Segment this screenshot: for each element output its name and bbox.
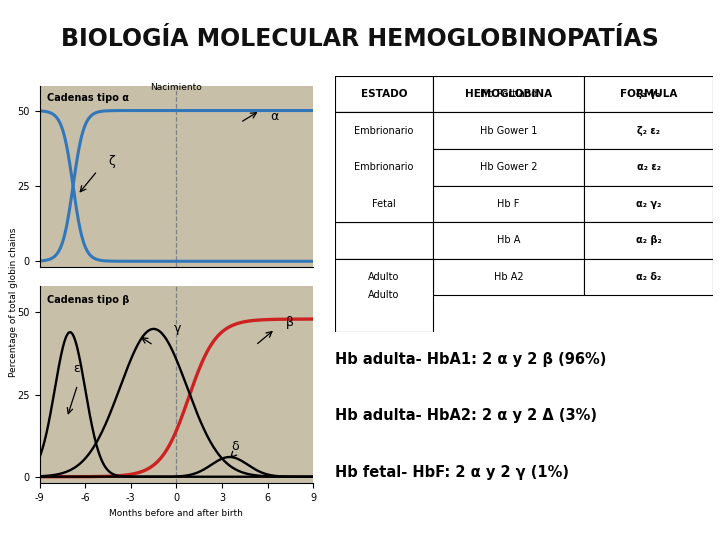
Text: Nacimiento: Nacimiento xyxy=(150,83,202,92)
Text: BIOLOGÍA MOLECULAR HEMOGLOBINOPATÍAS: BIOLOGÍA MOLECULAR HEMOGLOBINOPATÍAS xyxy=(61,26,659,51)
Text: Hb A2: Hb A2 xyxy=(494,272,523,282)
Bar xyxy=(585,259,713,295)
Bar xyxy=(335,76,433,112)
Bar xyxy=(585,112,713,149)
Text: Hb Gower 1: Hb Gower 1 xyxy=(480,126,537,136)
Bar xyxy=(335,112,433,222)
Text: α₂ β₂: α₂ β₂ xyxy=(636,235,662,246)
Bar xyxy=(335,76,433,112)
Text: α: α xyxy=(271,110,279,123)
Text: Embrionario: Embrionario xyxy=(354,162,413,172)
Text: γ: γ xyxy=(174,322,181,335)
Bar xyxy=(433,112,585,149)
Bar xyxy=(335,186,433,222)
Bar xyxy=(433,149,585,186)
Bar xyxy=(335,112,433,149)
Text: Hb adulta- HbA2: 2 α y 2 Δ (3%): Hb adulta- HbA2: 2 α y 2 Δ (3%) xyxy=(335,408,597,423)
Text: Embrionario: Embrionario xyxy=(354,126,413,136)
Text: ζ: ζ xyxy=(108,155,114,168)
Bar xyxy=(335,222,433,259)
Bar xyxy=(585,149,713,186)
Text: ESTADO: ESTADO xyxy=(361,89,408,99)
Bar xyxy=(335,259,433,332)
Bar xyxy=(433,186,585,222)
Bar xyxy=(585,76,713,112)
Text: Percentage of total globin chains: Percentage of total globin chains xyxy=(9,228,19,377)
Bar xyxy=(433,259,585,295)
Text: Hb Gower 2: Hb Gower 2 xyxy=(480,162,537,172)
Bar xyxy=(433,76,585,112)
Text: Hb F: Hb F xyxy=(498,199,520,209)
Text: FORMULA: FORMULA xyxy=(620,89,678,99)
Text: HEMOGLOBINA: HEMOGLOBINA xyxy=(465,89,552,99)
Bar xyxy=(335,259,433,295)
X-axis label: Months before and after birth: Months before and after birth xyxy=(109,509,243,517)
Text: Adulto: Adulto xyxy=(368,272,400,282)
Text: Hb fetal- HbF: 2 α y 2 γ (1%): Hb fetal- HbF: 2 α y 2 γ (1%) xyxy=(335,465,569,480)
Text: Hb Portland: Hb Portland xyxy=(480,89,537,99)
Text: Fetal: Fetal xyxy=(372,199,396,209)
Bar xyxy=(433,76,585,112)
Bar xyxy=(585,186,713,222)
Text: α₂ δ₂: α₂ δ₂ xyxy=(636,272,661,282)
Text: ζ₂ ε₂: ζ₂ ε₂ xyxy=(637,126,660,136)
Text: δ: δ xyxy=(231,441,239,454)
Bar xyxy=(335,149,433,186)
Bar xyxy=(433,222,585,259)
Text: Cadenas tipo α: Cadenas tipo α xyxy=(48,93,129,104)
Bar xyxy=(585,76,713,112)
Text: ε: ε xyxy=(73,362,80,375)
Bar xyxy=(585,222,713,259)
Text: Hb adulta- HbA1: 2 α y 2 β (96%): Hb adulta- HbA1: 2 α y 2 β (96%) xyxy=(335,352,606,367)
Text: Cadenas tipo β: Cadenas tipo β xyxy=(48,295,130,305)
Text: Adulto: Adulto xyxy=(368,291,400,300)
Text: β: β xyxy=(286,315,294,329)
Text: Hb A: Hb A xyxy=(497,235,521,246)
Text: α₂ ε₂: α₂ ε₂ xyxy=(636,162,660,172)
Text: ζ₂ γ₂: ζ₂ γ₂ xyxy=(636,89,661,99)
Text: α₂ γ₂: α₂ γ₂ xyxy=(636,199,661,209)
